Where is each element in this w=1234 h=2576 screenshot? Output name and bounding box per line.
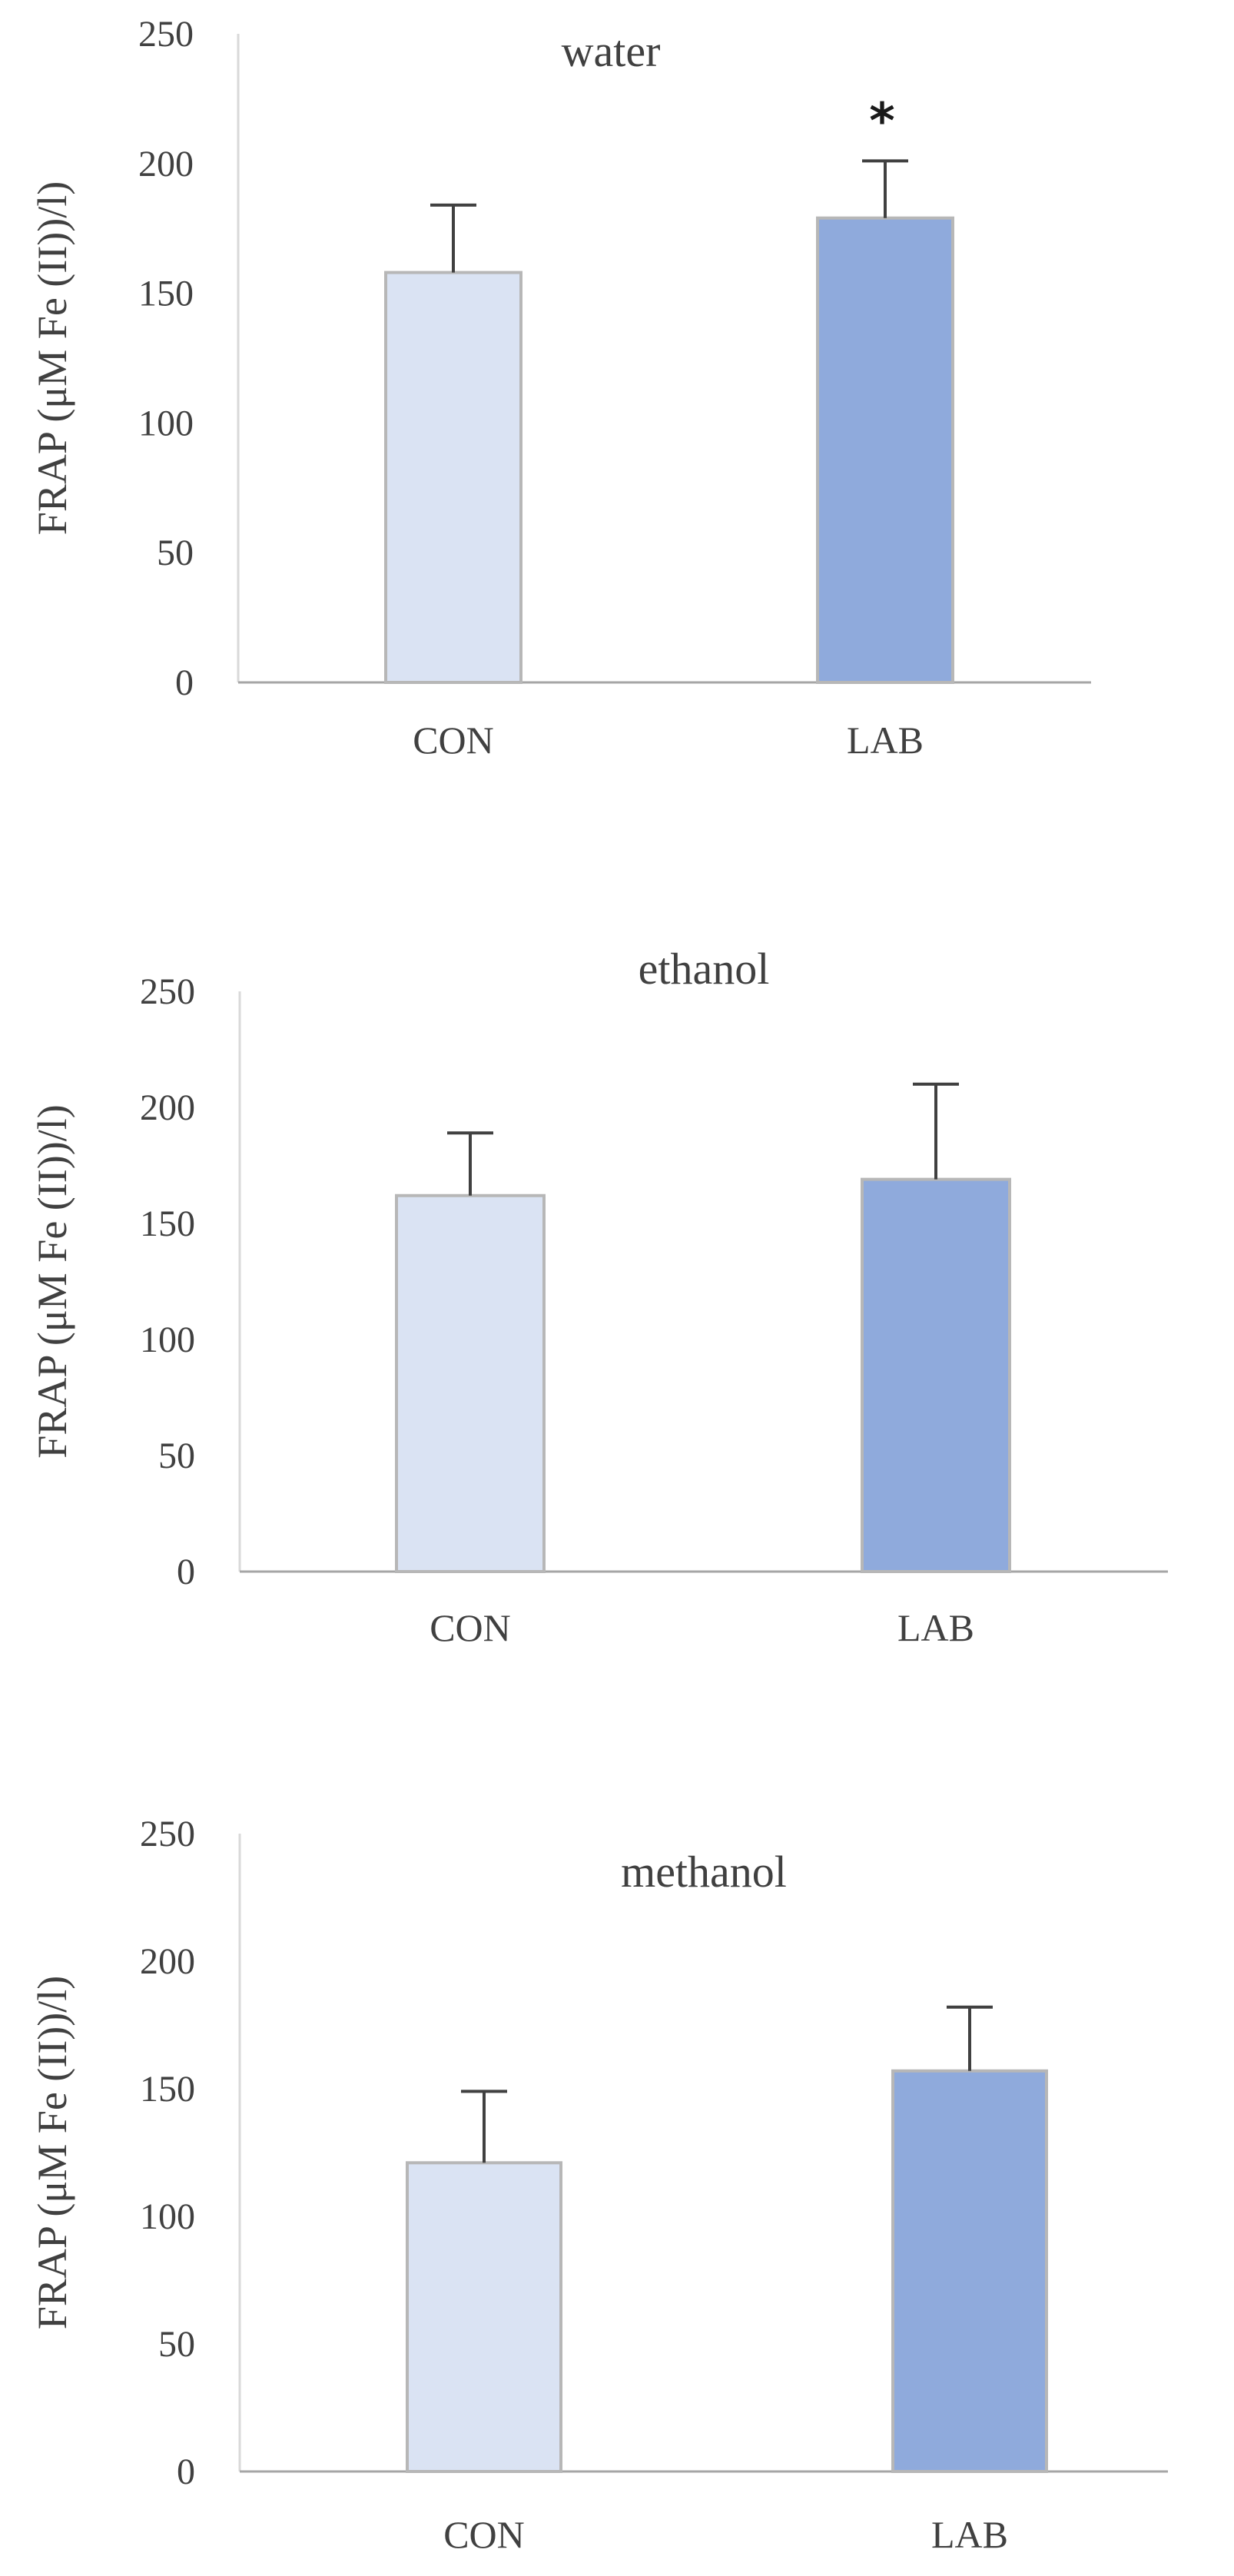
- y-tick-label: 0: [177, 1552, 195, 1592]
- bar-lab: [861, 1177, 1011, 1573]
- significance-marker: *: [869, 93, 894, 150]
- y-tick-label: 150: [140, 2069, 195, 2110]
- bar-con: [395, 1193, 546, 1573]
- x-tick-label-lab: LAB: [847, 719, 924, 762]
- y-tick-label: 250: [140, 1814, 195, 1854]
- chart-title: ethanol: [639, 944, 770, 994]
- y-tick-label: 200: [140, 1087, 195, 1128]
- y-tick-label: 150: [138, 274, 194, 314]
- y-tick-label: 50: [158, 1436, 195, 1476]
- y-tick-label: 50: [158, 2324, 195, 2365]
- bar-lab: [891, 2069, 1048, 2473]
- y-tick-label: 250: [138, 14, 194, 55]
- chart-panel-methanol: 0 50 100 150 200 250 FRAP (μM Fe (II))/l) metha…: [29, 1814, 1168, 2556]
- y-axis-label: FRAP (μM Fe (II))/l): [29, 1976, 75, 2329]
- x-tick-label-lab: LAB: [897, 1606, 974, 1649]
- y-tick-label: 0: [177, 2452, 195, 2492]
- chart-panel-water: 0 50 100 150 200 250 FRAP (μM Fe (II))/l) water…: [29, 14, 1091, 762]
- x-tick-label-con: CON: [413, 719, 494, 762]
- y-tick-label: 100: [140, 2196, 195, 2237]
- y-tick-label: 100: [138, 403, 194, 443]
- y-tick-label: 200: [140, 1941, 195, 1982]
- y-axis-label: FRAP (μM Fe (II))/l): [29, 181, 75, 535]
- y-tick-label: 50: [157, 533, 194, 573]
- bar-con: [406, 2161, 562, 2474]
- y-tick-label: 200: [138, 144, 194, 184]
- x-tick-label-con: CON: [430, 1606, 511, 1649]
- chart-title: methanol: [621, 1847, 787, 1897]
- y-tick-label: 250: [140, 971, 195, 1012]
- bar-lab: [816, 216, 954, 685]
- y-tick-label: 0: [175, 662, 194, 703]
- x-tick-label-con: CON: [443, 2513, 525, 2556]
- y-tick-label: 100: [140, 1320, 195, 1360]
- chart-title: water: [562, 26, 661, 76]
- y-tick-label: 150: [140, 1203, 195, 1244]
- bar-con: [384, 271, 522, 685]
- x-tick-label-lab: LAB: [931, 2513, 1008, 2556]
- y-axis-label: FRAP (μM Fe (II))/l): [29, 1104, 75, 1458]
- chart-panel-ethanol: 0 50 100 150 200 250 FRAP (μM Fe (II))/l) ethan…: [29, 944, 1168, 1649]
